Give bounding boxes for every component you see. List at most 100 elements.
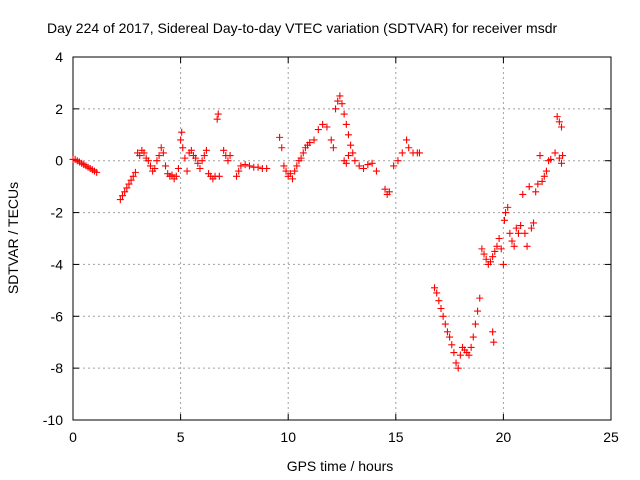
data-point bbox=[136, 152, 144, 160]
data-point bbox=[497, 245, 505, 253]
y-tick-label: -4 bbox=[51, 256, 64, 272]
data-point bbox=[338, 100, 346, 108]
data-point bbox=[344, 152, 352, 160]
data-point bbox=[446, 333, 454, 341]
data-point bbox=[291, 167, 299, 175]
data-point bbox=[349, 149, 357, 157]
data-point bbox=[443, 328, 451, 336]
data-point bbox=[159, 149, 167, 157]
data-point bbox=[514, 229, 522, 237]
data-point bbox=[144, 157, 152, 165]
data-point bbox=[233, 172, 241, 180]
data-point bbox=[306, 139, 314, 147]
data-point bbox=[286, 170, 294, 178]
data-point bbox=[517, 222, 525, 230]
data-point bbox=[131, 168, 139, 176]
data-point bbox=[220, 146, 228, 154]
data-point bbox=[123, 184, 131, 192]
grid bbox=[73, 57, 611, 420]
data-point bbox=[553, 113, 561, 121]
data-point bbox=[500, 216, 508, 224]
data-point bbox=[116, 196, 124, 204]
data-point bbox=[508, 237, 516, 245]
axis-tick-labels: 0 5 10 15 20 25 -10 -8 -6 -4 -2 0 2 4 bbox=[43, 49, 619, 445]
data-point bbox=[435, 297, 443, 305]
data-point bbox=[504, 203, 512, 211]
data-point bbox=[469, 333, 477, 341]
data-point bbox=[179, 144, 187, 152]
x-tick-label: 20 bbox=[496, 429, 512, 445]
data-point bbox=[198, 157, 206, 165]
data-point bbox=[336, 92, 344, 100]
data-point bbox=[237, 162, 245, 170]
data-point bbox=[310, 136, 318, 144]
axis-ticks bbox=[72, 56, 612, 421]
data-point bbox=[471, 320, 479, 328]
data-point bbox=[527, 224, 535, 232]
y-tick-label: -6 bbox=[51, 308, 64, 324]
data-point bbox=[129, 172, 137, 180]
data-point bbox=[405, 144, 413, 152]
data-point bbox=[254, 163, 262, 171]
data-point bbox=[342, 159, 350, 167]
data-point bbox=[441, 320, 449, 328]
data-point bbox=[512, 224, 520, 232]
data-point bbox=[372, 167, 380, 175]
data-point bbox=[93, 168, 101, 176]
data-point bbox=[224, 157, 232, 165]
data-point bbox=[547, 155, 555, 163]
data-point bbox=[540, 172, 548, 180]
data-point bbox=[327, 136, 335, 144]
data-point bbox=[448, 341, 456, 349]
data-point bbox=[530, 219, 538, 227]
data-point bbox=[347, 141, 355, 149]
x-axis-label: GPS time / hours bbox=[287, 458, 394, 474]
data-point bbox=[489, 253, 497, 261]
y-tick-label: 4 bbox=[55, 49, 63, 65]
data-point bbox=[168, 171, 176, 179]
data-point bbox=[519, 190, 527, 198]
data-point bbox=[433, 289, 441, 297]
x-tick-label: 15 bbox=[388, 429, 404, 445]
data-point bbox=[452, 359, 460, 367]
x-tick-label: 10 bbox=[280, 429, 296, 445]
data-point bbox=[495, 235, 503, 242]
data-point bbox=[506, 229, 514, 237]
data-point bbox=[174, 164, 182, 172]
y-tick-label: 0 bbox=[55, 153, 63, 169]
data-point bbox=[558, 123, 566, 131]
data-point bbox=[280, 162, 288, 170]
data-point bbox=[480, 250, 488, 258]
data-point bbox=[538, 177, 546, 185]
data-point bbox=[192, 154, 200, 162]
data-point bbox=[340, 110, 348, 118]
data-point bbox=[342, 120, 350, 128]
data-point bbox=[196, 164, 204, 172]
data-point bbox=[390, 162, 398, 170]
data-point bbox=[125, 180, 133, 188]
data-point bbox=[289, 175, 297, 183]
data-point bbox=[364, 161, 372, 169]
data-point bbox=[558, 159, 566, 167]
data-point bbox=[215, 172, 223, 180]
data-point bbox=[360, 164, 368, 172]
data-point bbox=[213, 115, 221, 123]
data-point bbox=[403, 136, 411, 144]
data-point bbox=[157, 144, 165, 152]
data-point bbox=[146, 162, 154, 170]
data-point bbox=[140, 149, 148, 157]
data-point bbox=[491, 247, 499, 255]
data-point bbox=[385, 188, 393, 196]
data-point bbox=[263, 164, 271, 172]
data-point bbox=[282, 167, 290, 175]
y-tick-label: 2 bbox=[55, 101, 63, 117]
data-point bbox=[536, 152, 544, 160]
data-point bbox=[178, 128, 186, 136]
y-axis-label: SDTVAR / TECUs bbox=[5, 182, 21, 294]
data-point bbox=[200, 152, 208, 160]
data-point bbox=[525, 183, 533, 191]
data-point bbox=[394, 157, 402, 165]
data-point bbox=[355, 162, 363, 170]
data-point bbox=[334, 97, 342, 105]
